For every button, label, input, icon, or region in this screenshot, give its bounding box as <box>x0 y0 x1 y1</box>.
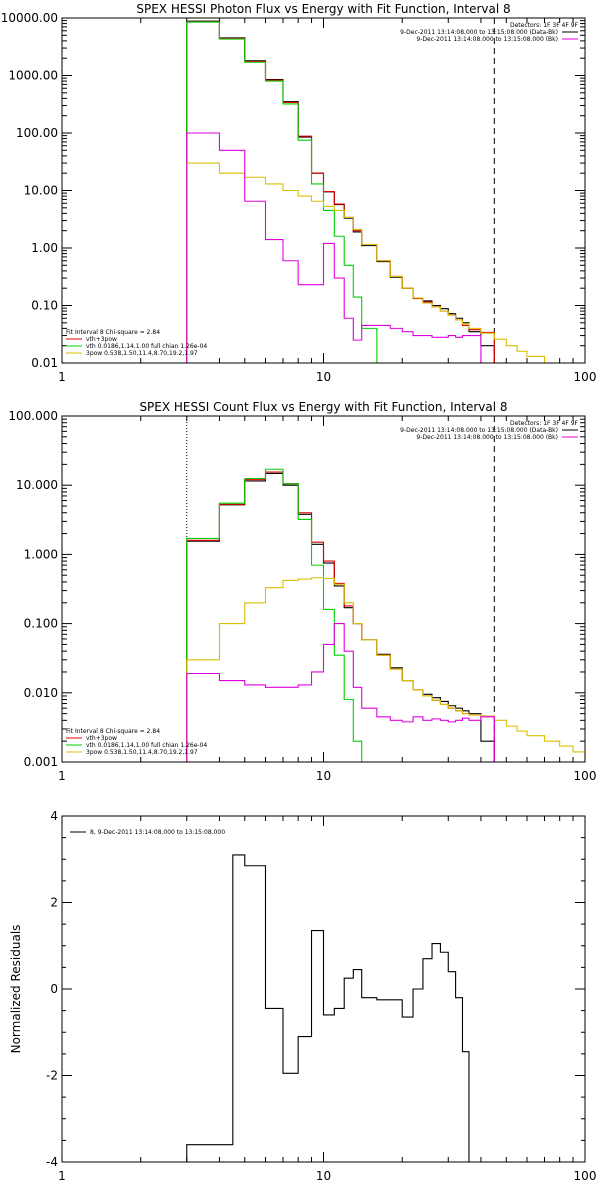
minor-ticks <box>62 416 585 762</box>
chart-panel-1: SPEX HESSI Photon Flux vs Energy with Fi… <box>1 2 597 384</box>
chart-title: SPEX HESSI Count Flux vs Energy with Fit… <box>139 400 507 414</box>
x-tick-label: 100 <box>574 769 597 783</box>
chart-panel-3: Normalized Residuals 1 10 100 -4 -2 0 2 4 8, 9-De… <box>9 809 597 1183</box>
x-tick-label: 1 <box>58 1169 66 1183</box>
series-vth <box>186 468 363 762</box>
legend-entry: Detectors: 1F 3F 4F 9F <box>510 22 579 29</box>
series-group <box>186 854 470 1162</box>
y-tick-label: -4 <box>46 1155 58 1169</box>
x-tick-label: 10 <box>316 370 331 384</box>
series-group <box>186 468 585 762</box>
series-bk <box>186 132 495 363</box>
legend-entry: 9-Dec-2011 13:14:08.000 to 13:15:08.000 … <box>400 29 558 36</box>
x-tick-label: 1 <box>58 769 66 783</box>
y-tick-label: 100.000 <box>8 409 58 423</box>
x-tick-label: 10 <box>316 769 331 783</box>
plot-frame <box>61 815 586 1163</box>
y-tick-label: 1.00 <box>31 241 58 255</box>
legend-entry: vth 0.0186,1.14,1.00 full chian 1.26e-04 <box>86 742 207 749</box>
legend-entry: 8, 9-Dec-2011 13:14:08.000 to 13:15:08.0… <box>90 829 225 836</box>
chart-panel-2: SPEX HESSI Count Flux vs Energy with Fit… <box>8 400 597 783</box>
series-data-bk <box>186 472 495 762</box>
y-tick-label: 0.001 <box>24 755 58 769</box>
series-vth <box>186 21 378 363</box>
y-tick-label: -2 <box>46 1069 58 1083</box>
y-tick-label: 10.000 <box>16 478 58 492</box>
y-tick-label: 2 <box>50 896 58 910</box>
plot-frame <box>61 415 586 763</box>
y-tick-label: 4 <box>50 809 58 823</box>
x-tick-label: 10 <box>316 1169 331 1183</box>
y-tick-label: 10000.00 <box>1 11 58 25</box>
legend-entry: 9-Dec-2011 13:14:08.000 to 13:15:08.000 … <box>416 36 558 43</box>
y-tick-label: 0.01 <box>31 356 58 370</box>
legend-entry: vth+3pow <box>86 336 117 343</box>
series-group <box>186 20 561 363</box>
legend-entry: 3pow 0.538,1.50,11.4,8.70,19.2,1.97 <box>86 350 198 357</box>
legend-entry: 3pow 0.538,1.50,11.4,8.70,19.2,1.97 <box>86 749 198 756</box>
plot-frame <box>61 17 586 364</box>
y-axis-label: Normalized Residuals <box>9 925 23 1054</box>
y-tick-label: 0.10 <box>31 299 58 313</box>
series-residuals <box>186 854 470 1162</box>
x-tick-label: 1 <box>58 370 66 384</box>
series-vth+3pow <box>186 471 495 762</box>
y-tick-label: 0.010 <box>24 686 58 700</box>
chart-title: SPEX HESSI Photon Flux vs Energy with Fi… <box>136 2 510 16</box>
y-tick-label: 1.000 <box>24 547 58 561</box>
legend-entry: vth+3pow <box>86 735 117 742</box>
legend-entry: 9-Dec-2011 13:14:08.000 to 13:15:08.000 … <box>416 434 558 441</box>
legend-entry: vth 0.0186,1.14,1.00 full chian 1.26e-04 <box>86 343 207 350</box>
y-tick-label: 0.100 <box>24 617 58 631</box>
series-bk <box>186 623 495 762</box>
y-tick-label: 1000.00 <box>8 69 58 83</box>
legend-entry: Detectors: 1F 3F 4F 9F <box>510 420 579 427</box>
legend-entry: Fit Interval 8 Chi-square = 2.84 <box>66 728 160 735</box>
legend-entry: Fit Interval 8 Chi-square = 2.84 <box>66 329 160 336</box>
legend-entry: 9-Dec-2011 13:14:08.000 to 13:15:08.000 … <box>400 427 558 434</box>
series-3pow <box>186 162 561 363</box>
y-tick-label: 100.00 <box>16 126 58 140</box>
x-tick-label: 100 <box>574 1169 597 1183</box>
series-3pow <box>186 577 585 762</box>
x-tick-label: 100 <box>574 370 597 384</box>
y-tick-label: 0 <box>50 982 58 996</box>
minor-ticks <box>62 18 585 363</box>
y-tick-label: 10.00 <box>24 184 58 198</box>
